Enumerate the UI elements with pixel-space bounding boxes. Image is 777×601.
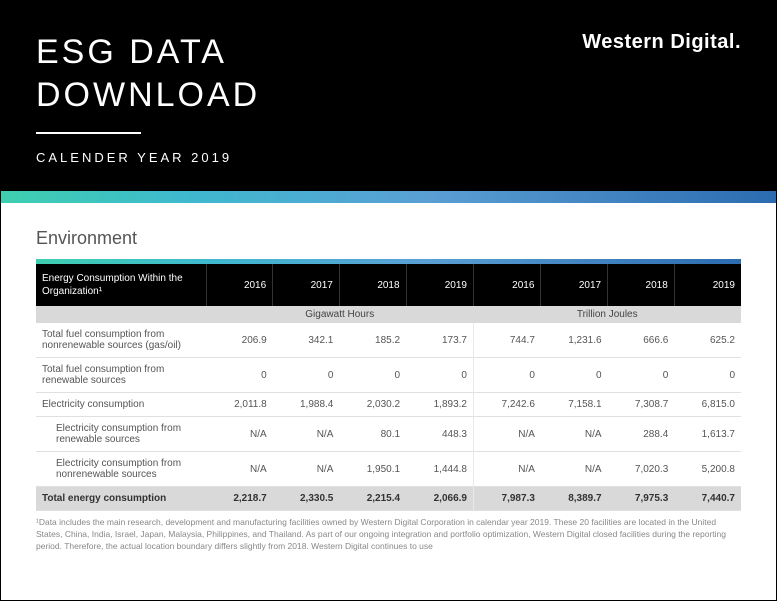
cell-value: 80.1 — [339, 417, 406, 452]
total-label: Total energy consumption — [36, 487, 206, 511]
cell-value: 7,158.1 — [541, 393, 608, 417]
cell-value: 0 — [541, 358, 608, 393]
cell-value: N/A — [273, 452, 340, 487]
unit-left: Gigawatt Hours — [206, 306, 473, 323]
title-divider — [36, 132, 141, 134]
cell-value: 1,950.1 — [339, 452, 406, 487]
cell-value: N/A — [206, 417, 273, 452]
col-year: 2018 — [608, 264, 675, 306]
brand-logo: Western Digital — [582, 31, 741, 54]
cell-value: 0 — [674, 358, 741, 393]
table-units-row: Gigawatt Hours Trillion Joules — [36, 306, 741, 323]
table-total-row: Total energy consumption2,218.72,330.52,… — [36, 487, 741, 511]
cell-value: 342.1 — [273, 323, 340, 358]
row-label: Electricity consumption from nonrenewabl… — [36, 452, 206, 487]
cell-value: 0 — [608, 358, 675, 393]
cell-value: 7,020.3 — [608, 452, 675, 487]
cell-value: 0 — [206, 358, 273, 393]
energy-table: Energy Consumption Within the Organizati… — [36, 264, 741, 511]
cell-value: 173.7 — [406, 323, 473, 358]
cell-value: 0 — [273, 358, 340, 393]
total-value: 2,218.7 — [206, 487, 273, 511]
header: ESG DATA DOWNLOAD CALENDER YEAR 2019 Wes… — [1, 1, 776, 191]
cell-value: 1,988.4 — [273, 393, 340, 417]
cell-value: 1,444.8 — [406, 452, 473, 487]
cell-value: 6,815.0 — [674, 393, 741, 417]
cell-value: 625.2 — [674, 323, 741, 358]
cell-value: N/A — [473, 417, 540, 452]
cell-value: 0 — [473, 358, 540, 393]
cell-value: 185.2 — [339, 323, 406, 358]
cell-value: 2,011.8 — [206, 393, 273, 417]
col-year: 2016 — [206, 264, 273, 306]
cell-value: 666.6 — [608, 323, 675, 358]
cell-value: 1,231.6 — [541, 323, 608, 358]
cell-value: 0 — [406, 358, 473, 393]
cell-value: 5,200.8 — [674, 452, 741, 487]
subtitle: CALENDER YEAR 2019 — [36, 150, 741, 165]
cell-value: 1,613.7 — [674, 417, 741, 452]
total-value: 7,440.7 — [674, 487, 741, 511]
cell-value: 744.7 — [473, 323, 540, 358]
col-year: 2017 — [541, 264, 608, 306]
unit-blank — [36, 306, 206, 323]
row-label: Total fuel consumption from renewable so… — [36, 358, 206, 393]
title-line-2: DOWNLOAD — [36, 76, 260, 114]
table-row: Total fuel consumption from nonrenewable… — [36, 323, 741, 358]
col-year: 2017 — [273, 264, 340, 306]
table-body: Total fuel consumption from nonrenewable… — [36, 323, 741, 511]
cell-value: 1,893.2 — [406, 393, 473, 417]
table-header-row: Energy Consumption Within the Organizati… — [36, 264, 741, 306]
cell-value: N/A — [541, 452, 608, 487]
total-value: 2,066.9 — [406, 487, 473, 511]
cell-value: 448.3 — [406, 417, 473, 452]
cell-value: N/A — [473, 452, 540, 487]
total-value: 7,987.3 — [473, 487, 540, 511]
unit-right: Trillion Joules — [473, 306, 741, 323]
table-row: Electricity consumption from nonrenewabl… — [36, 452, 741, 487]
gradient-divider — [1, 191, 776, 203]
cell-value: 2,030.2 — [339, 393, 406, 417]
table-row: Total fuel consumption from renewable so… — [36, 358, 741, 393]
total-value: 8,389.7 — [541, 487, 608, 511]
col-year: 2019 — [406, 264, 473, 306]
table-row: Electricity consumption from renewable s… — [36, 417, 741, 452]
table-row: Electricity consumption2,011.81,988.42,0… — [36, 393, 741, 417]
col-year: 2019 — [674, 264, 741, 306]
total-value: 2,330.5 — [273, 487, 340, 511]
row-label: Electricity consumption — [36, 393, 206, 417]
footnote: ¹Data includes the main research, develo… — [36, 517, 741, 553]
cell-value: 7,308.7 — [608, 393, 675, 417]
cell-value: N/A — [273, 417, 340, 452]
total-value: 2,215.4 — [339, 487, 406, 511]
col-year: 2018 — [339, 264, 406, 306]
row-label: Total fuel consumption from nonrenewable… — [36, 323, 206, 358]
cell-value: 0 — [339, 358, 406, 393]
section-title: Environment — [36, 228, 741, 249]
col-year: 2016 — [473, 264, 540, 306]
cell-value: N/A — [206, 452, 273, 487]
total-value: 7,975.3 — [608, 487, 675, 511]
row-label: Electricity consumption from renewable s… — [36, 417, 206, 452]
cell-value: N/A — [541, 417, 608, 452]
cell-value: 288.4 — [608, 417, 675, 452]
content: Environment Energy Consumption Within th… — [1, 203, 776, 553]
table-header-label: Energy Consumption Within the Organizati… — [36, 264, 206, 306]
cell-value: 206.9 — [206, 323, 273, 358]
cell-value: 7,242.6 — [473, 393, 540, 417]
title-line-1: ESG DATA — [36, 33, 227, 71]
